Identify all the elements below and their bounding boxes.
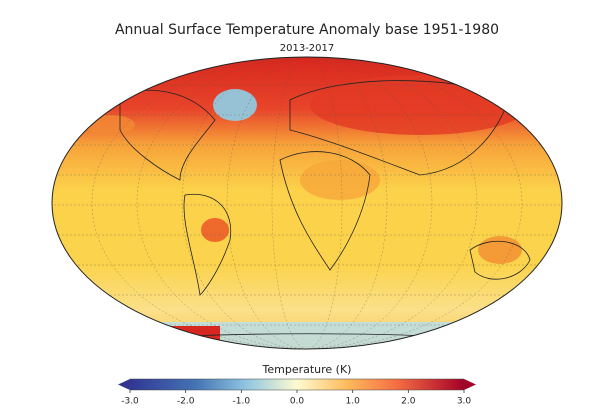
colorbar-tick-label: 3.0 — [457, 397, 472, 407]
colorbar — [118, 378, 476, 391]
map-title: Annual Surface Temperature Anomaly base … — [115, 22, 499, 38]
map-border — [51, 56, 563, 350]
colorbar-tick-label: 2.0 — [401, 397, 416, 407]
colorbar-label: Temperature (K) — [262, 363, 352, 376]
colorbar-tick-label: 0.0 — [290, 397, 305, 407]
colorbar-tick-label: -1.0 — [233, 397, 251, 407]
map-subtitle: 2013-2017 — [280, 43, 335, 54]
colorbar-tick-label: 1.0 — [346, 397, 361, 407]
colorbar-tick-label: -3.0 — [121, 397, 139, 407]
colorbar-tick-label: -2.0 — [177, 397, 195, 407]
